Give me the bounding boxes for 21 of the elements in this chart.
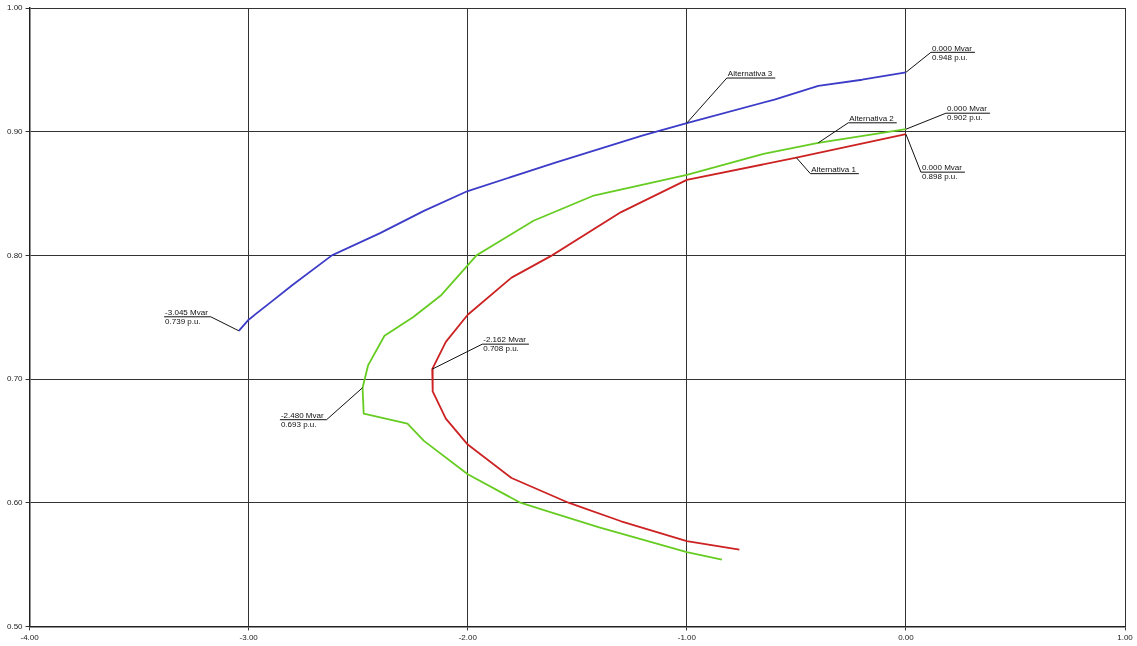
x-tick-label: 1.00 xyxy=(1117,633,1134,643)
x-tick-label: -3.00 xyxy=(239,633,259,643)
annotation: -2.162 Mvar 0.708 p.u. xyxy=(483,335,527,354)
series-label: Alternativa 2 xyxy=(849,114,895,124)
annotation: 0.000 Mvar 0.898 p.u. xyxy=(921,163,963,182)
annotation: -2.480 Mvar 0.693 p.u. xyxy=(280,410,324,429)
x-tick-label: -2.00 xyxy=(458,633,478,643)
y-tick-label: 0.60 xyxy=(6,497,24,507)
annotation: 0.000 Mvar 0.902 p.u. xyxy=(946,104,988,123)
y-tick-label: 1.00 xyxy=(6,3,24,13)
annotation: 0.000 Mvar 0.948 p.u. xyxy=(931,43,973,62)
x-tick-label: -4.00 xyxy=(20,633,40,643)
x-tick-label: 0.00 xyxy=(898,633,915,643)
y-tick-label: 0.70 xyxy=(6,374,24,384)
text: Alternativa 3 xyxy=(727,69,773,79)
series-label: Alternativa 1 xyxy=(811,164,857,174)
annotation: -3.045 Mvar 0.739 p.u. xyxy=(165,308,209,327)
x-tick-label: -1.00 xyxy=(677,633,697,643)
y-tick-label: 0.90 xyxy=(6,126,24,136)
y-tick-label: 0.80 xyxy=(6,250,24,260)
y-tick-label: 0.50 xyxy=(6,621,24,631)
